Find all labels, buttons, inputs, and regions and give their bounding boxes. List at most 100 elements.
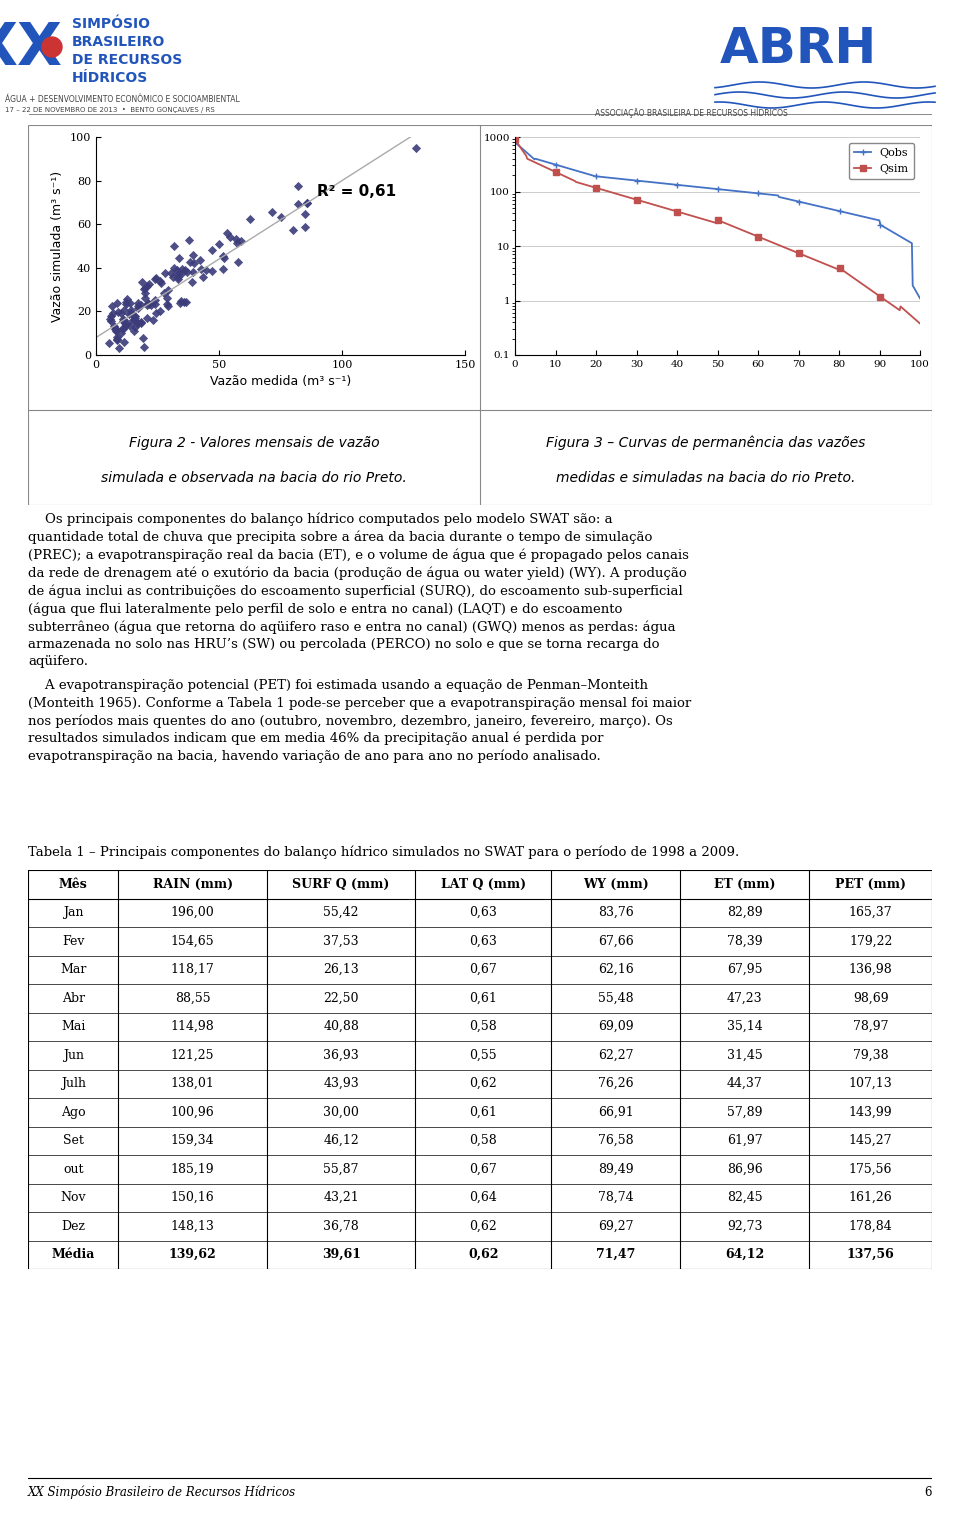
Text: 57,89: 57,89	[727, 1105, 762, 1119]
Point	[109, 291, 125, 315]
Text: 159,34: 159,34	[171, 1134, 214, 1148]
Point	[123, 298, 138, 322]
Text: 0,55: 0,55	[469, 1049, 497, 1061]
Text: 37,53: 37,53	[324, 934, 359, 948]
Point	[297, 201, 312, 226]
Point	[125, 307, 140, 332]
Point	[185, 260, 201, 285]
Text: 121,25: 121,25	[171, 1049, 214, 1061]
Point	[148, 292, 163, 316]
Circle shape	[42, 36, 62, 58]
Point	[139, 274, 155, 298]
Point	[130, 310, 145, 335]
Point	[130, 294, 145, 318]
Text: 150,16: 150,16	[171, 1192, 214, 1204]
Point	[216, 245, 231, 269]
Text: Mai: Mai	[61, 1020, 85, 1033]
Point	[195, 265, 210, 289]
Text: 196,00: 196,00	[171, 907, 214, 919]
Point	[229, 250, 245, 274]
Point	[128, 304, 143, 329]
Point	[157, 260, 173, 285]
Point	[106, 300, 121, 324]
Text: PET (mm): PET (mm)	[835, 878, 906, 890]
Point	[135, 326, 151, 350]
Text: 107,13: 107,13	[849, 1078, 893, 1090]
Point	[108, 319, 124, 344]
Text: 31,45: 31,45	[727, 1049, 762, 1061]
Text: XX: XX	[0, 20, 63, 77]
Text: ASSOCIAÇÃO BRASILEIRA DE RECURSOS HÍDRICOS: ASSOCIAÇÃO BRASILEIRA DE RECURSOS HÍDRIC…	[595, 107, 788, 118]
Point	[184, 269, 200, 294]
Text: BRASILEIRO: BRASILEIRO	[72, 35, 165, 48]
Text: Set: Set	[62, 1134, 84, 1148]
Text: Figura 2 - Valores mensais de vazão: Figura 2 - Valores mensais de vazão	[129, 436, 379, 450]
Text: 178,84: 178,84	[849, 1220, 893, 1232]
Text: 165,37: 165,37	[849, 907, 893, 919]
Point	[204, 259, 220, 283]
Text: 0,58: 0,58	[469, 1134, 497, 1148]
Point	[136, 335, 152, 359]
Point	[104, 309, 119, 333]
Point	[143, 292, 158, 316]
Qobs	[914, 289, 925, 307]
Text: XX Simpósio Brasileiro de Recursos Hídricos: XX Simpósio Brasileiro de Recursos Hídri…	[28, 1485, 296, 1499]
Text: Mês: Mês	[59, 878, 87, 890]
Text: 64,12: 64,12	[725, 1248, 764, 1261]
Point	[119, 312, 134, 336]
Text: Tabela 1 – Principais componentes do balanço hídrico simulados no SWAT para o pe: Tabela 1 – Principais componentes do bal…	[28, 845, 739, 858]
Text: 118,17: 118,17	[171, 963, 214, 977]
Text: DE RECURSOS: DE RECURSOS	[72, 53, 182, 67]
Text: 154,65: 154,65	[171, 934, 214, 948]
Point	[291, 174, 306, 198]
Point	[107, 313, 122, 338]
Point	[229, 232, 245, 256]
Text: Julh: Julh	[60, 1078, 85, 1090]
Text: 89,49: 89,49	[598, 1163, 634, 1176]
Text: 55,48: 55,48	[598, 992, 634, 1005]
Text: 0,61: 0,61	[469, 1105, 497, 1119]
Text: 148,13: 148,13	[171, 1220, 215, 1232]
Text: 78,39: 78,39	[727, 934, 762, 948]
Text: 0,62: 0,62	[468, 1248, 498, 1261]
Text: 47,23: 47,23	[727, 992, 762, 1005]
Qobs	[841, 204, 852, 223]
Point	[159, 292, 175, 316]
Point	[104, 294, 119, 318]
Point	[171, 245, 186, 269]
Text: ABRH: ABRH	[720, 26, 877, 73]
Text: 76,26: 76,26	[598, 1078, 634, 1090]
Qobs	[704, 179, 715, 197]
Text: 0,64: 0,64	[469, 1192, 497, 1204]
Point	[128, 306, 143, 330]
Point	[177, 257, 192, 282]
Text: 43,93: 43,93	[324, 1078, 359, 1090]
Text: 36,78: 36,78	[324, 1220, 359, 1232]
Point	[211, 232, 227, 256]
Text: 82,89: 82,89	[727, 907, 762, 919]
Qobs	[509, 133, 520, 151]
Text: 143,99: 143,99	[849, 1105, 893, 1119]
Point	[300, 191, 315, 215]
Text: 137,56: 137,56	[847, 1248, 895, 1261]
Text: 67,95: 67,95	[727, 963, 762, 977]
Point	[131, 310, 146, 335]
Point	[148, 301, 163, 326]
Text: HÍDRICOS: HÍDRICOS	[72, 71, 148, 85]
Text: 0,62: 0,62	[469, 1078, 497, 1090]
Text: 62,27: 62,27	[598, 1049, 634, 1061]
Point	[298, 215, 313, 239]
Point	[127, 307, 142, 332]
Text: out: out	[63, 1163, 84, 1176]
Point	[273, 204, 288, 229]
Text: simulada e observada na bacia do rio Preto.: simulada e observada na bacia do rio Pre…	[101, 471, 407, 486]
Text: 0,63: 0,63	[469, 907, 497, 919]
Text: 43,21: 43,21	[324, 1192, 359, 1204]
Point	[145, 307, 160, 332]
Point	[122, 303, 137, 327]
Text: 145,27: 145,27	[849, 1134, 893, 1148]
Text: ET (mm): ET (mm)	[714, 878, 776, 890]
Text: 22,50: 22,50	[324, 992, 359, 1005]
Text: 66,91: 66,91	[598, 1105, 634, 1119]
Point	[215, 257, 230, 282]
